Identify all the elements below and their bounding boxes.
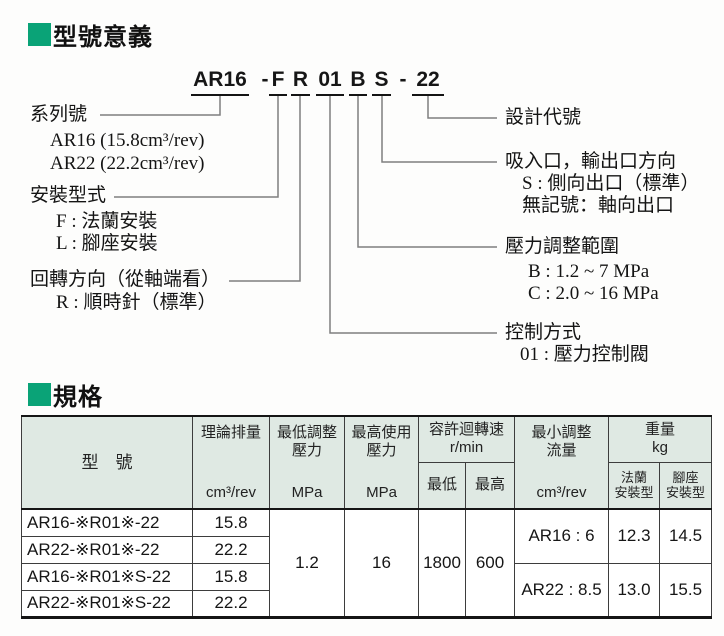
diagram-item-series-ar22: AR22 (22.2cm³/rev) (50, 153, 205, 174)
cell-displacement: 22.2 (192, 535, 270, 564)
model-segment-series: AR16 (191, 69, 249, 96)
spec-table: 型 號 理論排量 cm³/rev 最低調整 壓力 MPa (21, 415, 713, 619)
model-segment-dash: - (399, 68, 407, 91)
diagram-item-mounting-foot: L : 腳座安裝 (56, 233, 158, 254)
cell-min-flow-ar16: AR16 : 6 (514, 508, 610, 564)
col-header-weight-flange: 法蘭 安裝型 (608, 461, 661, 510)
col-header-weight: 重量 kg (608, 415, 713, 463)
model-segment-pressure: B (349, 69, 367, 96)
section-title-specifications: 規格 (28, 377, 103, 412)
col-header-model: 型 號 (21, 415, 193, 510)
diagram-label-rotation: 回轉方向（從軸端看） (30, 269, 221, 290)
diagram-item-port-side: S : 側向出口（標準） (522, 173, 700, 194)
section-marker-icon (28, 383, 51, 406)
section-marker-icon (28, 23, 51, 46)
cell-model: AR16-※R01※S-22 (21, 562, 193, 591)
col-header-speed-min: 最低 (418, 461, 466, 510)
diagram-label-mounting: 安裝型式 (30, 185, 107, 206)
cell-weight-flange: 12.3 (608, 508, 661, 564)
cell-max-pressure: 16 (344, 508, 419, 618)
cell-weight-foot: 15.5 (659, 562, 713, 618)
model-segment-rotation: R (291, 69, 310, 96)
cell-displacement: 15.8 (192, 562, 270, 591)
diagram-label-port-direction: 吸入口，輸出口方向 (505, 151, 677, 172)
model-segment-control: 01 (316, 69, 344, 96)
table-row: AR22-※R01※S-22 22.2 (21, 589, 712, 618)
cell-speed-max: 600 (464, 508, 516, 618)
col-header-max-pressure: 最高使用 壓力 MPa (344, 415, 419, 510)
cell-displacement: 15.8 (192, 508, 270, 537)
diagram-label-series: 系列號 (30, 104, 88, 125)
cell-model: AR22-※R01※-22 (21, 535, 193, 564)
cell-model: AR16-※R01※-22 (21, 508, 193, 537)
col-header-speed: 容許迴轉速 r/min (417, 415, 516, 463)
col-header-displacement: 理論排量 cm³/rev (192, 415, 270, 510)
diagram-item-mounting-flange: F : 法蘭安裝 (56, 211, 158, 232)
cell-displacement: 22.2 (192, 589, 270, 618)
model-segment-design: 22 (412, 69, 444, 96)
col-header-min-pressure: 最低調整 壓力 MPa (269, 415, 345, 510)
cell-model: AR22-※R01※S-22 (21, 589, 193, 618)
model-segment-mounting: F (269, 69, 287, 96)
cell-min-pressure: 1.2 (269, 508, 345, 618)
cell-speed-min: 1800 (418, 508, 466, 618)
diagram-label-pressure-range: 壓力調整範圍 (505, 236, 620, 257)
model-segment-port: S (372, 69, 391, 96)
diagram-item-pressure-b: B : 1.2 ~ 7 MPa (528, 261, 650, 282)
cell-weight-foot: 14.5 (659, 508, 713, 564)
model-segment-dash: - (261, 68, 269, 91)
col-header-speed-max: 最高 (464, 461, 516, 510)
table-row: AR16-※R01※-22 15.8 1.2 16 1800 600 AR16 … (21, 508, 713, 618)
cell-weight-flange: 13.0 (608, 562, 661, 618)
diagram-item-rotation-cw: R : 順時針（標準） (56, 292, 217, 313)
section-title-model-meaning: 型號意義 (28, 17, 153, 52)
diagram-label-design-code: 設計代號 (505, 107, 582, 128)
col-header-weight-foot: 腳座 安裝型 (659, 461, 713, 510)
section-title-text: 規格 (53, 384, 103, 411)
diagram-item-port-axial: 無記號：軸向出口 (522, 195, 675, 216)
col-header-min-flow: 最小調整 流量 cm³/rev (514, 415, 610, 510)
section-title-text: 型號意義 (53, 24, 153, 51)
diagram-item-control-valve: 01 : 壓力控制閥 (520, 344, 649, 365)
table-row: AR16-※R01※S-22 15.8 AR22 : 8.5 13.0 15.5 (21, 562, 713, 618)
cell-min-flow-ar22: AR22 : 8.5 (514, 562, 610, 618)
diagram-item-series-ar16: AR16 (15.8cm³/rev) (50, 130, 205, 151)
diagram-item-pressure-c: C : 2.0 ~ 16 MPa (528, 283, 659, 304)
diagram-label-control-method: 控制方式 (505, 322, 582, 343)
